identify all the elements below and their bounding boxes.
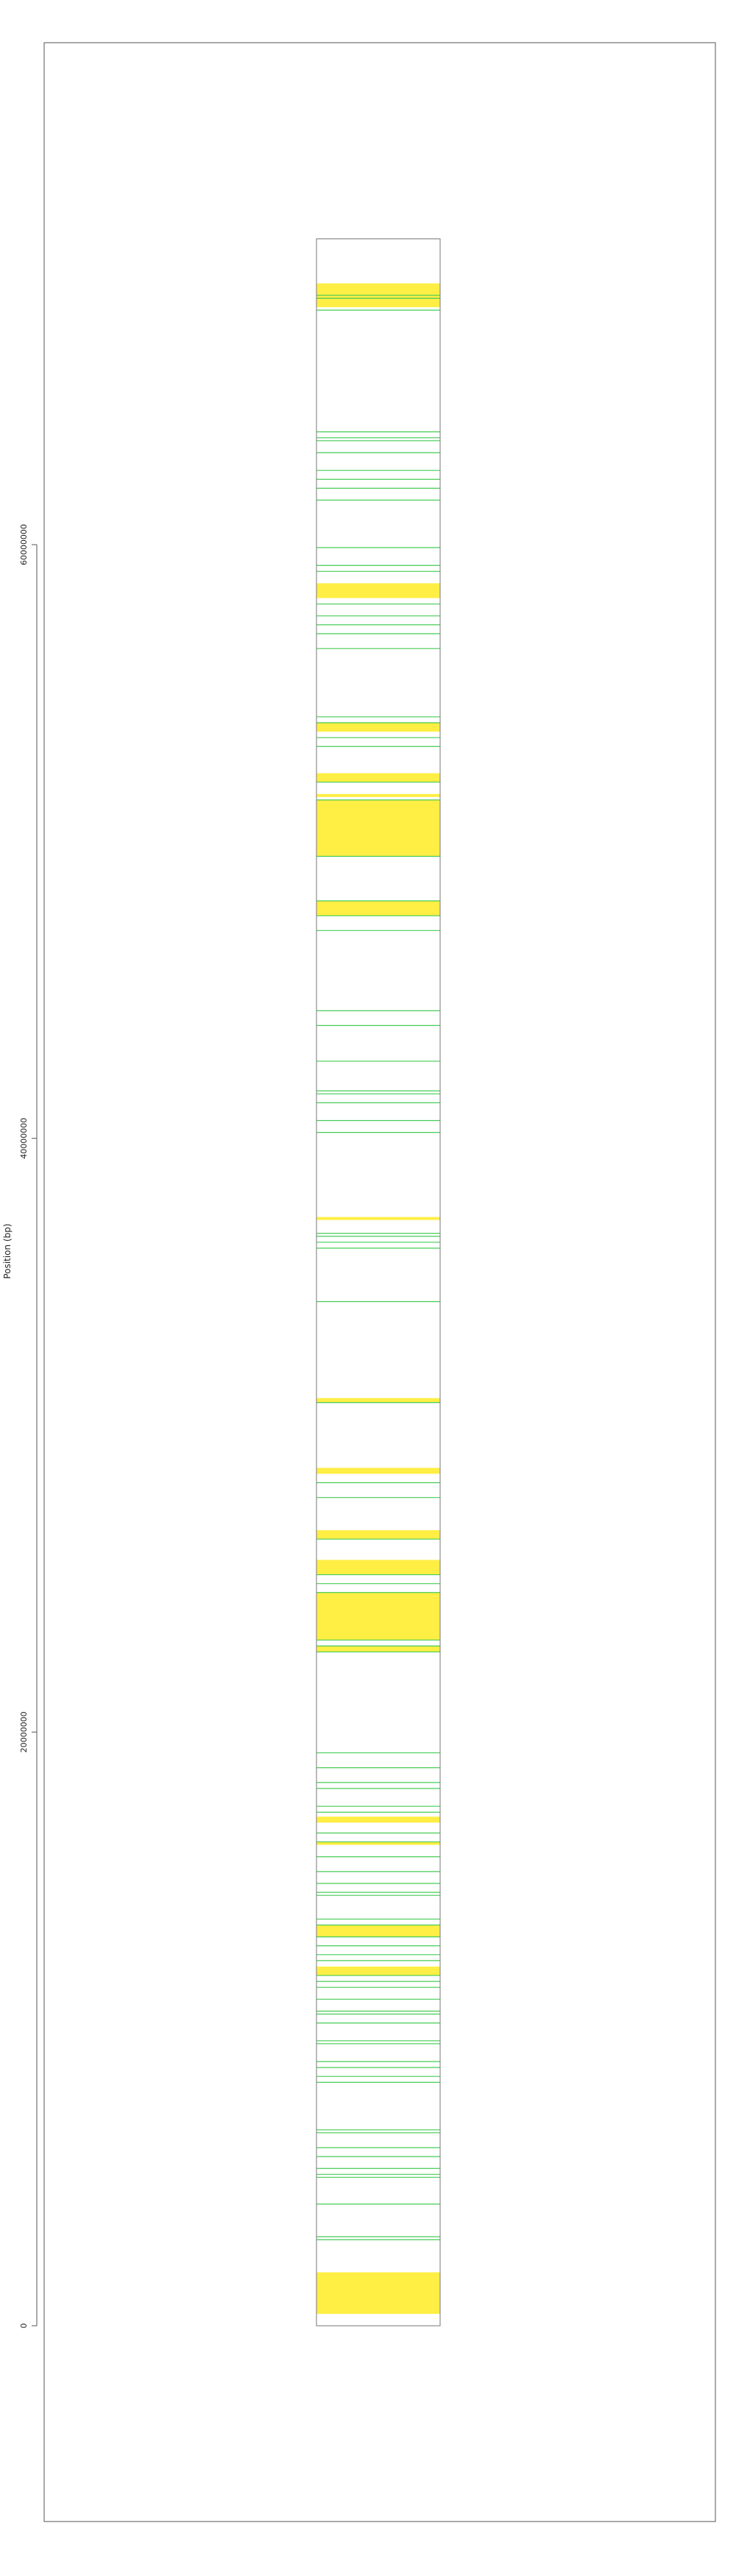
yellow-region — [316, 1841, 440, 1845]
yellow-region — [316, 1966, 440, 1976]
yellow-region — [316, 1592, 440, 1641]
yellow-region — [316, 1816, 440, 1823]
yellow-region — [316, 773, 440, 782]
y-axis-label: Position (bp) — [2, 1223, 13, 1278]
yellow-region — [316, 2272, 440, 2314]
yellow-regions — [316, 283, 440, 2314]
yellow-region — [316, 1560, 440, 1575]
yellow-region — [316, 793, 440, 797]
green-markers — [316, 294, 440, 2240]
chromosome-ideogram — [316, 238, 441, 2326]
yellow-region — [316, 1925, 440, 1937]
yellow-region — [316, 723, 440, 732]
yellow-region — [316, 583, 440, 598]
chromosome-outline — [316, 238, 441, 2326]
y-tick-label: 60000000 — [19, 524, 29, 565]
yellow-region — [316, 901, 440, 916]
yellow-region — [316, 799, 440, 857]
y-tick-label: 0 — [19, 2324, 29, 2329]
yellow-region — [316, 1530, 440, 1540]
y-axis: 0 20000000 40000000 60000000 — [19, 524, 38, 2329]
y-tick-label: 40000000 — [19, 1118, 29, 1159]
yellow-region — [316, 1217, 440, 1220]
plot-frame — [43, 42, 716, 2522]
y-ticks: 0 20000000 40000000 60000000 — [19, 524, 37, 2329]
yellow-region — [316, 1468, 440, 1474]
yellow-region — [316, 1398, 440, 1403]
yellow-region — [316, 1646, 440, 1652]
y-tick-label: 20000000 — [19, 1711, 29, 1752]
